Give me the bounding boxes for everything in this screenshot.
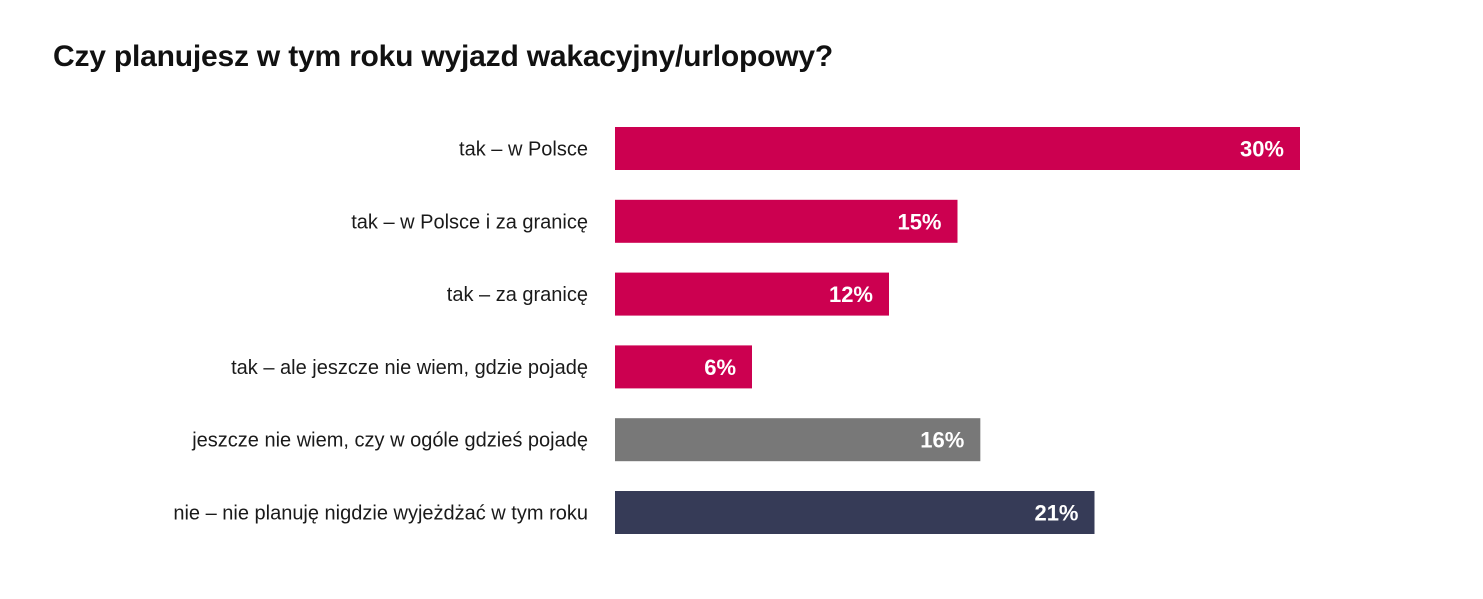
category-label: tak – w Polsce i za granicę xyxy=(351,211,588,233)
category-label: nie – nie planuję nigdzie wyjeżdżać w ty… xyxy=(173,503,588,525)
data-label: 12% xyxy=(829,282,873,307)
data-label: 16% xyxy=(920,428,964,453)
category-label: tak – za granicę xyxy=(447,284,588,306)
bar xyxy=(615,418,981,462)
data-label: 6% xyxy=(704,355,736,380)
bar xyxy=(615,127,1300,170)
bar xyxy=(615,345,752,389)
category-label: tak – w Polsce xyxy=(459,139,588,161)
data-label: 21% xyxy=(1034,501,1078,526)
data-label: 15% xyxy=(897,209,941,234)
chart-title: Czy planujesz w tym roku wyjazd wakacyjn… xyxy=(53,40,834,73)
bar xyxy=(615,491,1095,534)
category-label: tak – ale jeszcze nie wiem, gdzie pojadę xyxy=(231,357,588,379)
bar xyxy=(615,199,958,243)
category-label: jeszcze nie wiem, czy w ogóle gdzieś poj… xyxy=(191,430,588,452)
bar xyxy=(615,272,889,316)
data-label: 30% xyxy=(1240,137,1284,162)
